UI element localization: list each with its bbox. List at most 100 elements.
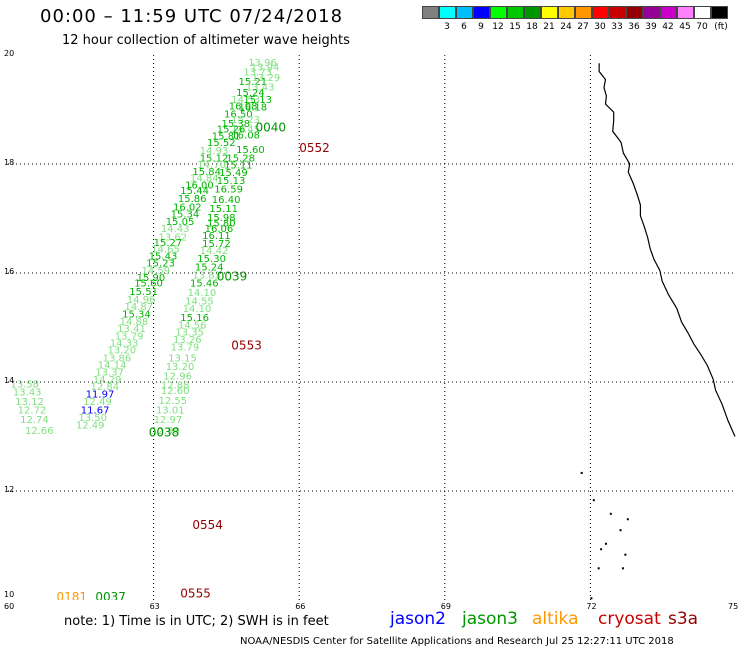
legend-label: 33 [611,22,623,32]
wave-height-value: 16.02 [173,202,202,213]
pass-time-label: 0038 [149,426,180,440]
wave-height-value: 13.62 [159,232,188,243]
wave-height-value: 12.97 [154,415,183,426]
wave-height-value: 14.55 [185,297,214,308]
pass-time-label: 0555 [180,586,211,600]
wave-height-value: 15.46 [190,279,219,290]
legend-swatch [711,6,728,19]
legend-label: 30 [594,22,606,32]
wave-height-value: 16.08 [229,102,258,113]
legend-swatch [507,6,524,19]
legend-swatch [592,6,609,19]
wave-height-value: 12.49 [83,397,112,408]
wave-height-value: 15.51 [129,287,158,298]
coastline-path [598,63,736,437]
legend-label: 39 [645,22,657,32]
wave-height-value: 15.11 [209,204,238,215]
legend-label: 70 [696,22,708,32]
wave-height-value: 15.13 [217,176,246,187]
wave-height-value: 15.52 [207,138,236,149]
wave-height-value: 12.55 [159,396,188,407]
legend-label: 15 [509,22,521,32]
mission-name-s3a: s3a [668,609,699,629]
wave-height-value: 15.24 [195,262,224,273]
wave-height-value: 14.43 [161,224,190,235]
legend-swatch [422,6,439,19]
island-mark [580,471,583,474]
wave-height-value: 15.80 [207,219,236,230]
legend-label: 12 [492,22,504,32]
wave-height-value: 15.05 [166,217,195,228]
wave-height-value: 15.16 [180,313,209,324]
island-mark [597,567,600,570]
wave-height-value: 12.66 [25,426,54,437]
wave-height-value: 16.59 [214,184,243,195]
wave-height-value: 13.37 [95,368,124,379]
legend-label: 6 [461,22,467,32]
coastline [580,63,736,600]
wave-height-value: 13.79 [171,342,200,353]
wave-height-value: 13.20 [166,362,195,373]
wave-height-value: 13.29 [252,73,281,84]
page-title: 00:00 – 11:59 UTC 07/24/2018 [40,6,344,27]
wave-height-value: 12.99 [151,426,180,437]
legend-label: 3 [444,22,450,32]
island-mark [621,567,624,570]
wave-height-value: 13.41 [117,324,146,335]
pass-time-label: 0037 [95,590,126,600]
pass-time-label: 0553 [231,338,262,352]
wave-height-value: 16.50 [224,110,253,121]
wave-height-value: 14.87 [125,302,154,313]
wave-height-value: 15.26 [217,124,246,135]
wave-height-value: 12.84 [91,382,120,393]
wave-height-value: 15.72 [202,239,231,250]
island-mark [619,529,622,532]
wave-height-value: 15.44 [180,186,209,197]
wave-height-value: 14.42 [200,246,229,257]
x-tick-label: 66 [295,602,306,611]
footer-note: note: 1) Time is in UTC; 2) SWH is in fe… [64,614,329,629]
wave-height-value: 13.83 [192,270,221,281]
y-tick-label: 16 [4,267,15,276]
legend-swatch [541,6,558,19]
island-mark [604,542,607,545]
mission-name-altika: altika [532,609,579,629]
map-grid [8,55,736,600]
satellite-pass-labels: 0040 0552 0039 0553 0038 0554 0555 0037 0181 [57,120,330,600]
legend-swatch [524,6,541,19]
wave-height-value: 13.20 [108,346,137,357]
pass-time-label: 0040 [256,120,287,134]
wave-height-value: 11.97 [86,389,115,400]
wave-height-value: 14.70 [197,160,226,171]
wave-height-value: 15.84 [192,167,221,178]
wave-height-value: 14.88 [120,317,149,328]
wave-height-value: 12.60 [161,386,190,397]
legend-swatch [694,6,711,19]
wave-height-value: 16.40 [212,195,241,206]
pass-time-label: 0552 [299,141,330,155]
wave-height-value: 15.86 [178,194,207,205]
wave-height-value: 12.72 [18,406,47,417]
wave-height-value: 14.84 [190,173,219,184]
wave-height-value: 15.38 [222,119,251,130]
mission-name-cryosat: cryosat [598,609,661,629]
island-mark [624,553,627,556]
island-mark [592,499,595,502]
x-tick-label: 63 [149,602,160,611]
legend-swatch [558,6,575,19]
island-mark [590,597,593,600]
legend-swatch [490,6,507,19]
wave-height-value: 13.12 [15,397,44,408]
island-mark [609,512,612,515]
wave-height-value: 15.23 [231,115,260,126]
credit-line: NOAA/NESDIS Center for Satellite Applica… [240,636,674,647]
wave-height-value: 13.43 [246,82,275,93]
wave-height-value: 13.43 [13,388,42,399]
wave-height-value: 13.50 [78,413,107,424]
wave-height-value: 13.01 [156,406,185,417]
wave-height-value: 11.67 [81,406,110,417]
wave-height-value: 12.74 [20,415,49,426]
wave-height-value: 13.86 [103,353,132,364]
wave-height-value: 14.45 [231,124,260,135]
wave-height-value: 14.59 [142,266,171,277]
